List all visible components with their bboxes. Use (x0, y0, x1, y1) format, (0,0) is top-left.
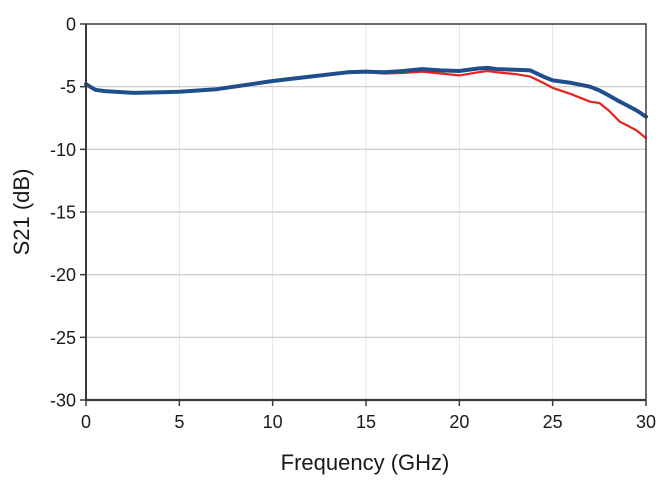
x-axis-title: Frequency (GHz) (281, 450, 450, 475)
y-tick-label: -5 (60, 77, 76, 97)
y-tick-label: -25 (50, 328, 76, 348)
y-axis-ticks: 0 -5 -10 -15 -20 -25 -30 (50, 15, 86, 411)
gridlines (86, 24, 646, 400)
y-tick-label: -10 (50, 140, 76, 160)
x-tick-label: 0 (81, 412, 91, 432)
x-tick-label: 15 (356, 412, 376, 432)
x-tick-label: 10 (263, 412, 283, 432)
data-series (84, 65, 648, 140)
y-tick-label: -30 (50, 391, 76, 411)
x-axis-ticks: 0 5 10 15 20 25 30 (81, 400, 656, 432)
x-tick-label: 20 (449, 412, 469, 432)
x-tick-label: 5 (174, 412, 184, 432)
x-tick-label: 30 (636, 412, 656, 432)
y-tick-label: -20 (50, 265, 76, 285)
y-tick-label: -15 (50, 203, 76, 223)
y-tick-label: 0 (66, 15, 76, 35)
x-tick-label: 25 (543, 412, 563, 432)
y-axis-title: S21 (dB) (9, 169, 34, 256)
series-line-blue (84, 65, 648, 119)
